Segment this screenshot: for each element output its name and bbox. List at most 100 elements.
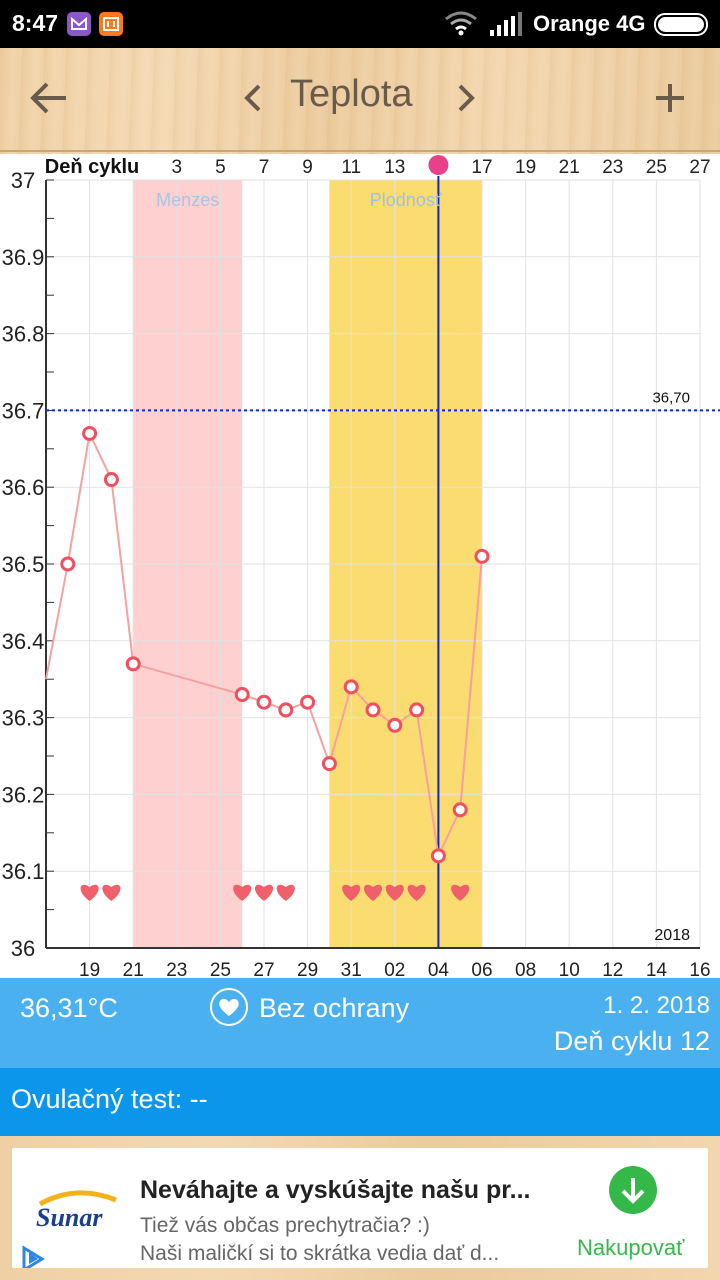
temperature-point	[321, 756, 337, 772]
heart-icon	[233, 884, 252, 901]
temperature-point	[103, 472, 119, 488]
y-tick-label: 36.5	[2, 552, 45, 577]
ad-text-line-2: Naši maličkí si to skrátka vedia dať d..…	[140, 1242, 500, 1265]
day-info-panel[interactable]: 36,31°C Bez ochrany 1. 2. 2018 Deň cyklu…	[0, 978, 720, 1068]
plus-icon[interactable]	[654, 82, 686, 119]
heart-icon	[407, 884, 426, 901]
ovulation-test-label: Ovulačný test: --	[11, 1084, 208, 1114]
y-tick-label: 36.8	[2, 322, 45, 347]
temperature-point	[343, 679, 359, 695]
cycle-day-tick: 5	[215, 157, 226, 178]
cycle-day-label: Deň cyklu 12	[553, 1026, 710, 1056]
y-tick-label: 36.6	[2, 475, 45, 500]
threshold-label: 36,70	[652, 389, 690, 406]
date-tick: 31	[341, 960, 362, 978]
heart-icon	[276, 884, 295, 901]
back-arrow-icon[interactable]	[30, 81, 68, 120]
temperature-point	[125, 656, 141, 672]
cycle-day-tick: 23	[602, 157, 623, 178]
heart-icon	[363, 884, 383, 901]
temperature-point	[82, 425, 98, 441]
cycle-day-tick: 9	[302, 157, 313, 178]
mi-notification-icon	[99, 12, 123, 36]
temperature-value: 36,31°C	[20, 993, 118, 1023]
heart-icon	[210, 988, 248, 1026]
temperature-point	[430, 848, 446, 864]
cycle-day-tick: 13	[384, 157, 405, 178]
date-tick: 27	[253, 960, 274, 978]
heart-icon	[80, 884, 99, 901]
temperature-point	[409, 702, 425, 718]
heart-icon	[102, 884, 121, 901]
ad-cta-button[interactable]: Nakupovať	[577, 1235, 685, 1260]
temperature-point	[256, 694, 272, 710]
temperature-point	[278, 702, 294, 718]
heart-icon	[254, 884, 274, 901]
year-label: 2018	[654, 927, 690, 944]
temperature-point	[365, 702, 381, 718]
ad-headline[interactable]: Neváhajte a vyskúšajte našu pr...	[140, 1176, 531, 1204]
date-tick: 23	[166, 960, 187, 978]
y-tick-label: 36.2	[2, 782, 45, 807]
chevron-right-icon[interactable]	[456, 83, 476, 118]
y-tick-label: 36.9	[2, 245, 45, 270]
cycle-day-tick: 7	[259, 157, 270, 178]
ad-brand: Sunar	[36, 1203, 103, 1232]
cycle-day-tick: 21	[559, 157, 580, 178]
cycle-day-tick: 25	[646, 157, 667, 178]
toolbar: Teplota	[0, 48, 720, 154]
cycle-day-tick: 27	[689, 157, 710, 178]
selected-date: 1. 2. 2018	[603, 992, 710, 1019]
signal-icon	[488, 12, 522, 41]
cycle-day-row-label: Deň cyklu	[45, 156, 139, 178]
chevron-left-icon[interactable]	[243, 83, 263, 118]
date-tick: 12	[602, 960, 623, 978]
protection-label: Bez ochrany	[259, 993, 410, 1023]
phase-band-label: Menzes	[156, 190, 219, 210]
status-time: 8:47	[12, 10, 59, 36]
carrier-label: Orange 4G	[533, 11, 646, 36]
ad-banner-area: Sunar Neváhajte a vyskúšajte našu pr... …	[0, 1136, 720, 1280]
date-tick: 25	[210, 960, 231, 978]
y-tick-label: 36.3	[2, 706, 45, 731]
ad-text-line-1: Tiež vás občas prechytračia? :)	[140, 1214, 430, 1237]
date-tick: 06	[471, 960, 492, 978]
date-tick: 04	[428, 960, 450, 978]
heart-icon	[385, 884, 404, 901]
date-tick: 08	[515, 960, 536, 978]
chart-svg[interactable]: Menzes Plodnosť 37 36.9 36.8 36.7 36.6 36.5 36.4…	[0, 154, 720, 978]
cycle-day-tick: 17	[471, 157, 492, 178]
status-bar: 8:47 Orange 4G	[0, 0, 720, 48]
heart-icon	[451, 884, 470, 901]
wifi-icon	[444, 10, 478, 41]
temperature-point	[234, 687, 250, 703]
heart-icon	[342, 884, 361, 901]
temperature-point	[452, 802, 468, 818]
battery-icon	[654, 13, 708, 36]
temperature-point	[387, 717, 403, 733]
cycle-day-tick: 11	[341, 157, 361, 178]
y-tick-label: 37	[11, 168, 35, 193]
ad-logo: Sunar	[12, 1148, 142, 1268]
date-tick: 16	[689, 960, 710, 978]
ad-card[interactable]: Sunar Neváhajte a vyskúšajte našu pr... …	[12, 1148, 708, 1268]
cycle-day-tick: 19	[515, 157, 536, 178]
y-tick-label: 36.4	[2, 629, 45, 654]
temperature-point	[60, 556, 76, 572]
phase-band-label: Plodnosť	[370, 190, 442, 210]
y-tick-label: 36.7	[2, 398, 45, 423]
date-tick: 10	[559, 960, 580, 978]
download-icon[interactable]	[609, 1166, 657, 1214]
date-tick: 02	[384, 960, 405, 978]
ovulation-marker-icon	[428, 155, 449, 175]
temperature-chart[interactable]: Menzes Plodnosť 37 36.9 36.8 36.7 36.6 36.5 36.4…	[0, 154, 720, 978]
page-title: Teplota	[290, 73, 413, 115]
y-tick-label: 36.1	[2, 859, 45, 884]
date-tick: 19	[79, 960, 100, 978]
ovulation-test-panel[interactable]: Ovulačný test: --	[0, 1068, 720, 1136]
date-tick: 14	[646, 960, 668, 978]
date-tick: 21	[123, 960, 144, 978]
gmail-notification-icon	[67, 12, 91, 36]
temperature-point	[300, 694, 316, 710]
temperature-point	[474, 548, 490, 564]
